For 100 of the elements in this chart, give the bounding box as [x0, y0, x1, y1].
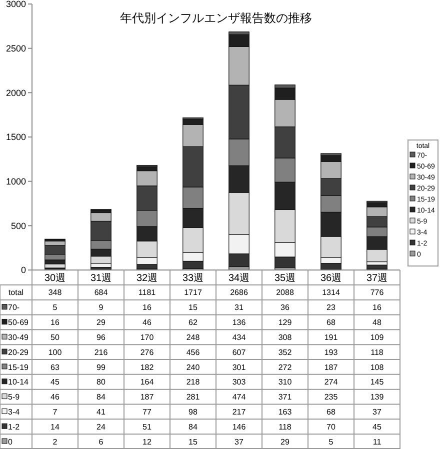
data-label: 29: [96, 318, 106, 328]
data-label: 9: [98, 303, 104, 312]
data-label: 164: [140, 378, 154, 387]
data-label: 5: [328, 437, 334, 446]
data-label: 62: [188, 318, 198, 328]
data-label: 12: [142, 437, 152, 446]
data-label: 5: [52, 303, 58, 312]
data-label: 129: [278, 318, 292, 328]
data-label: 139: [370, 392, 384, 402]
data-label: 84: [188, 422, 198, 432]
data-label: 37: [372, 408, 382, 417]
data-label: 70: [326, 422, 336, 432]
total-label: 776: [370, 288, 384, 298]
data-label: 100: [48, 348, 62, 357]
data-label: 218: [186, 378, 200, 387]
data-label: 46: [142, 318, 152, 328]
y-tick-label: 1500: [6, 132, 26, 142]
data-label: 14: [50, 422, 60, 432]
data-label: 36: [280, 303, 290, 312]
x-tick-label: 33週: [182, 272, 204, 284]
total-label: 348: [48, 288, 62, 298]
data-label: 16: [142, 303, 152, 312]
total-label: 684: [94, 288, 108, 298]
text: 20-29: [8, 348, 28, 357]
total-label: 2088: [276, 288, 294, 298]
data-label: 51: [142, 422, 152, 432]
data-label: 16: [372, 303, 382, 312]
data-label: 37: [234, 437, 244, 446]
data-label: 84: [96, 392, 106, 402]
data-label: 6: [98, 437, 104, 446]
data-label: 96: [96, 332, 106, 342]
data-label: 187: [140, 392, 154, 402]
data-label: 80: [96, 378, 106, 387]
data-label: 46: [50, 392, 60, 402]
data-label: 272: [278, 362, 292, 372]
data-label: 308: [278, 332, 292, 342]
data-label: 45: [50, 378, 60, 387]
text: 1-2: [8, 422, 20, 432]
data-label: 235: [324, 392, 338, 402]
text: 30-49: [8, 332, 28, 342]
data-label: 109: [370, 332, 384, 342]
data-label: 301: [232, 362, 246, 372]
data-label: 163: [278, 408, 292, 417]
x-tick-label: 36週: [320, 272, 342, 284]
text: 50-69: [8, 318, 28, 328]
y-tick-label: 3000: [6, 0, 26, 10]
y-tick-label: 2000: [6, 88, 26, 98]
data-label: 187: [324, 362, 338, 372]
data-label: 11: [372, 437, 382, 446]
data-label: 182: [140, 362, 154, 372]
data-label: 77: [142, 408, 152, 417]
data-label: 68: [326, 318, 336, 328]
total-label: 1717: [184, 288, 202, 298]
data-label: 16: [50, 318, 60, 328]
data-label: 371: [278, 392, 292, 402]
text: 年代別インフルエンザ報告数の推移: [120, 11, 312, 25]
data-label: 29: [280, 437, 290, 446]
data-label: 607: [232, 348, 246, 357]
data-label: 118: [278, 422, 292, 432]
data-label: 434: [232, 332, 246, 342]
data-label: 248: [186, 332, 200, 342]
x-tick-label: 37週: [366, 272, 388, 284]
data-label: 41: [96, 408, 106, 417]
data-label: 15: [188, 303, 198, 312]
text: 10-14: [8, 378, 28, 387]
data-label: 216: [94, 348, 108, 357]
data-label: 136: [232, 318, 246, 328]
x-tick-label: 34週: [228, 272, 250, 284]
data-label: 45: [372, 422, 382, 432]
data-label: 48: [372, 318, 382, 328]
data-label: 108: [370, 362, 384, 372]
x-tick-label: 32週: [136, 272, 158, 284]
data-label: 99: [96, 362, 106, 372]
total-label: 2686: [230, 288, 248, 298]
data-label: 474: [232, 392, 246, 402]
data-label: 240: [186, 362, 200, 372]
data-label: 352: [278, 348, 292, 357]
data-label: 303: [232, 378, 246, 387]
data-label: 118: [370, 348, 384, 357]
x-tick-label: 30週: [44, 272, 66, 284]
data-label: 274: [324, 378, 338, 387]
data-label: 217: [232, 408, 246, 417]
y-tick-label: 2500: [6, 43, 26, 54]
data-label: 7: [52, 408, 58, 417]
data-label: 310: [278, 378, 292, 387]
text: 3-4: [8, 408, 20, 417]
data-label: 23: [326, 303, 336, 312]
data-label: 456: [186, 348, 200, 357]
data-label: 2: [52, 437, 58, 446]
y-tick-label: 500: [10, 220, 26, 231]
data-label: 276: [140, 348, 154, 357]
data-label: 68: [326, 408, 336, 417]
text: 70-: [8, 303, 20, 312]
y-tick-label: 0: [20, 265, 26, 276]
data-label: 31: [234, 303, 244, 312]
text: 15-19: [8, 362, 28, 372]
data-label: 281: [186, 392, 200, 402]
data-label: 98: [188, 408, 198, 417]
data-label: 191: [324, 332, 338, 342]
y-tick-label: 1000: [6, 176, 26, 186]
